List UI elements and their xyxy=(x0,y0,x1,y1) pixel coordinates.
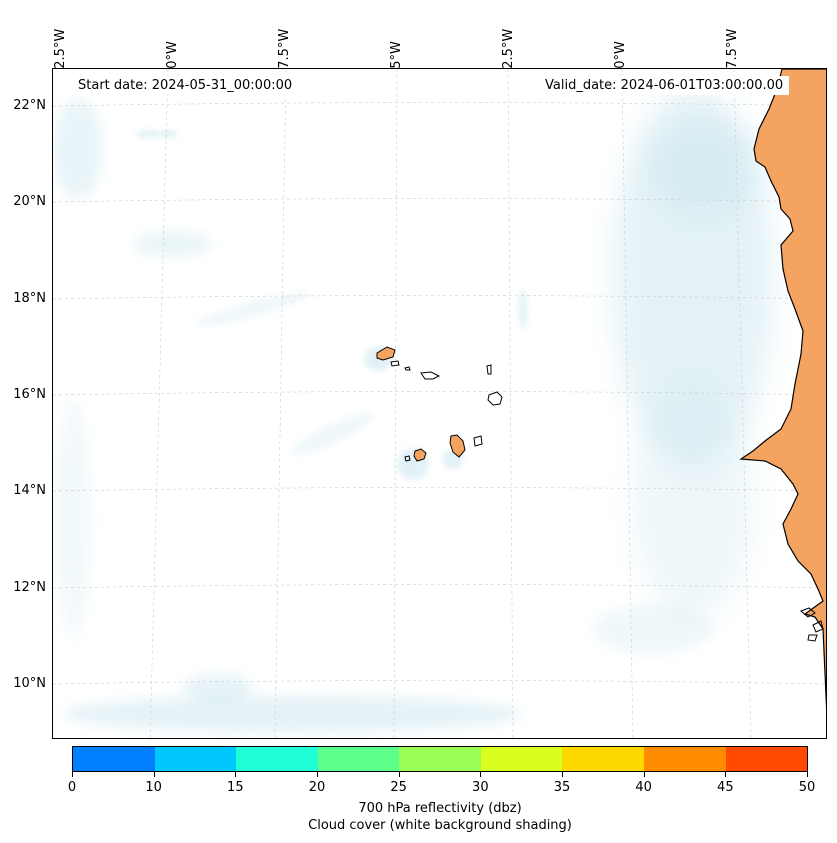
colorbar-tick-mark xyxy=(562,772,563,777)
colorbar-tick-mark xyxy=(725,772,727,777)
colorbar-tick-label: 25 xyxy=(390,780,407,795)
coastal-island-2 xyxy=(812,620,824,633)
cloud-cover-shading xyxy=(53,89,773,732)
island-santiago xyxy=(449,434,466,458)
colorbar-tick-mark xyxy=(235,772,237,777)
cloud-patch-northwest xyxy=(133,232,213,256)
colorbar-tick-label: 30 xyxy=(472,780,489,795)
africa-landmass xyxy=(739,69,826,709)
island-santo-antao xyxy=(376,346,396,361)
coastal-island-1 xyxy=(800,607,816,618)
colorbar-segment-0 xyxy=(73,747,155,771)
colorbar-tick-mark xyxy=(480,772,482,777)
island-sal xyxy=(486,364,492,375)
lat-label-10n: 10°N xyxy=(13,676,46,691)
cloud-patch-small-1 xyxy=(136,130,160,138)
colorbar-segment-6 xyxy=(562,747,644,771)
island-maio xyxy=(473,435,483,447)
colorbar-segment-2 xyxy=(236,747,318,771)
lat-label-20n: 20°N xyxy=(13,194,46,209)
lat-label-12n: 12°N xyxy=(13,580,46,595)
island-sao-nicolau xyxy=(420,371,441,380)
colorbar-segment-3 xyxy=(317,747,400,771)
colorbar-tick-mark xyxy=(807,772,808,777)
colorbar-segment-5 xyxy=(480,747,563,771)
cloud-patch-south xyxy=(63,696,523,732)
colorbar-sublabel: Cloud cover (white background shading) xyxy=(308,818,572,833)
colorbar-tick-mark xyxy=(398,772,400,777)
colorbar-tick-mark xyxy=(317,772,318,777)
colorbar-tick-label: 45 xyxy=(717,780,734,795)
cloud-patch-small-2 xyxy=(158,130,178,138)
cloud-patch-central xyxy=(291,412,375,456)
gridline-lat-10n xyxy=(53,680,826,685)
gridlines xyxy=(53,69,826,738)
colorbar-segment-1 xyxy=(154,747,237,771)
island-brava xyxy=(404,455,411,462)
gridline-lon-27-5w xyxy=(274,69,287,738)
cloud-patch-east-upper xyxy=(648,119,758,219)
cloud-patch-south-lump xyxy=(183,674,253,704)
gridline-lon-22-5w xyxy=(507,69,514,738)
cloud-patch-small-4 xyxy=(593,604,713,654)
map-panel[interactable] xyxy=(52,68,827,739)
gridline-lon-25w xyxy=(393,69,398,738)
colorbar-tick-label: 20 xyxy=(308,780,326,795)
cape-verde-islands xyxy=(376,346,503,462)
reflectivity-colorbar xyxy=(72,746,808,772)
colorbar-segment-8 xyxy=(725,747,808,771)
colorbar-tick-label: 50 xyxy=(798,780,816,795)
island-fogo xyxy=(413,448,427,462)
colorbar-tick-label: 0 xyxy=(67,780,77,795)
colorbar-label: 700 hPa reflectivity (dbz) xyxy=(358,801,522,816)
cloud-patch-west-2 xyxy=(55,399,91,639)
island-boa-vista xyxy=(487,391,503,406)
island-santa-luzia xyxy=(404,366,411,371)
lat-label-18n: 18°N xyxy=(13,291,46,306)
colorbar-tick-label: 10 xyxy=(145,780,162,795)
cloud-patch-southeast xyxy=(633,379,753,619)
colorbar-tick-mark xyxy=(643,772,645,777)
colorbar-segment-4 xyxy=(399,747,481,771)
colorbar-tick-label: 40 xyxy=(635,780,652,795)
island-sao-vicente xyxy=(390,360,400,367)
cloud-patch-midwest xyxy=(195,291,311,327)
lat-label-22n: 22°N xyxy=(13,98,46,113)
map-canvas xyxy=(53,69,826,738)
cloud-patch-west xyxy=(53,99,103,199)
cloud-patch-small-3 xyxy=(518,289,528,329)
gridline-lon-17-5w xyxy=(733,69,752,738)
lat-label-14n: 14°N xyxy=(13,483,46,498)
start-date-label: Start date: 2024-05-31_00:00:00 xyxy=(72,76,299,95)
gridline-lon-20w xyxy=(621,69,634,738)
colorbar-tick-label: 15 xyxy=(227,780,244,795)
coastal-island-3 xyxy=(807,634,818,642)
colorbar-segment-7 xyxy=(643,747,726,771)
colorbar-tick-label: 35 xyxy=(553,780,571,795)
colorbar-tick-mark xyxy=(153,772,155,777)
colorbar-tick-mark xyxy=(72,772,73,777)
lat-label-16n: 16°N xyxy=(13,387,46,402)
gridline-lon-30w xyxy=(149,69,169,738)
valid-date-label: Valid_date: 2024-06-01T03:00:00.00 xyxy=(539,76,790,95)
bijagos-islands xyxy=(800,607,824,642)
